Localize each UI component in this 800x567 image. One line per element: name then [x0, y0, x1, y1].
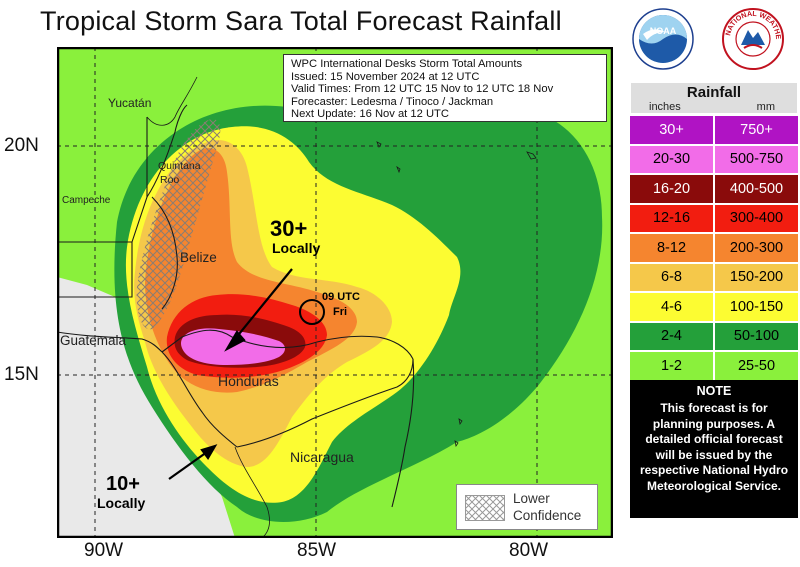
legend-row: 8-12 200-300	[630, 234, 798, 262]
legend-cell-mm: 400-500	[715, 175, 798, 203]
legend-rows: 30+ 750+ 20-30 500-750 16-20 400-500 12-16 300-…	[630, 116, 798, 380]
legend-row: 6-8 150-200	[630, 263, 798, 291]
label-belize: Belize	[180, 250, 217, 265]
legend-row: 2-4 50-100	[630, 322, 798, 350]
lon-label-85w: 85W	[297, 540, 337, 561]
legend-cell-mm: 25-50	[715, 352, 798, 380]
legend-unit-inches: inches	[649, 101, 681, 113]
info-line-2: Issued: 15 November 2024 at 12 UTC	[291, 70, 480, 83]
legend-cell-inches: 20-30	[630, 145, 713, 173]
label-quintana-roo-2: Roo	[160, 174, 180, 186]
legend-cell-mm: 200-300	[715, 234, 798, 262]
legend-cell-mm: 750+	[715, 116, 798, 144]
graticule	[57, 47, 613, 538]
map-frame	[57, 47, 613, 538]
legend-row: 16-20 400-500	[630, 175, 798, 203]
lon-label-80w: 80W	[509, 540, 549, 561]
locally-30-value: 30+	[270, 216, 308, 241]
forecast-info-box: WPC International Desks Storm Total Amou…	[283, 54, 607, 122]
lat-label-20n: 20N	[4, 135, 39, 156]
legend-title: Rainfall	[686, 84, 742, 101]
info-line-1: WPC International Desks Storm Total Amou…	[291, 58, 523, 70]
legend-cell-inches: 12-16	[630, 204, 713, 232]
legend-cell-inches: 30+	[630, 116, 713, 144]
rainfall-map	[57, 47, 613, 538]
legend-row: 20-30 500-750	[630, 145, 798, 173]
legend-cell-mm: 500-750	[715, 145, 798, 173]
legend-row: 4-6 100-150	[630, 293, 798, 321]
position-day: Fri	[333, 306, 348, 318]
legend-header: Rainfall inches mm	[630, 82, 798, 114]
legend-row: 30+ 750+	[630, 116, 798, 144]
note-box: NOTE This forecast is for planning purpo…	[630, 380, 798, 518]
legend-cell-mm: 50-100	[715, 322, 798, 350]
confidence-line-1: Lower	[513, 491, 550, 506]
label-quintana-roo-1: Quintana	[158, 160, 201, 172]
lower-confidence-legend: Lower Confidence	[456, 484, 598, 530]
lower-confidence-area	[136, 119, 221, 330]
noaa-logo: NOAA	[632, 8, 694, 70]
info-line-4: Forecaster: Ledesma / Tinoco / Jackman	[291, 95, 494, 108]
legend-row: 12-16 300-400	[630, 204, 798, 232]
note-body: This forecast is for planning purposes. …	[639, 401, 789, 493]
locally-30-word: Locally	[272, 240, 321, 256]
label-yucatan: Yucatán	[108, 96, 152, 110]
label-honduras: Honduras	[218, 373, 279, 389]
rainfall-legend: Rainfall inches mm 30+ 750+ 20-30 500-750 16…	[630, 82, 798, 380]
label-nicaragua: Nicaragua	[290, 449, 354, 465]
annotation-arrows	[168, 268, 293, 480]
lat-label-15n: 15N	[4, 364, 39, 385]
hatch-swatch	[465, 495, 505, 521]
locally-10-value: 10+	[106, 473, 140, 495]
legend-cell-inches: 6-8	[630, 263, 713, 291]
map-title: Tropical Storm Sara Total Forecast Rainf…	[40, 6, 562, 36]
lon-label-90w: 90W	[84, 540, 124, 561]
legend-cell-mm: 300-400	[715, 204, 798, 232]
legend-cell-inches: 1-2	[630, 352, 713, 380]
label-campeche: Campeche	[62, 195, 111, 206]
legend-cell-inches: 4-6	[630, 293, 713, 321]
legend-cell-inches: 2-4	[630, 322, 713, 350]
note-title: NOTE	[696, 384, 732, 398]
country-borders	[57, 104, 415, 508]
legend-cell-mm: 150-200	[715, 263, 798, 291]
legend-cell-inches: 16-20	[630, 175, 713, 203]
confidence-line-2: Confidence	[513, 508, 582, 523]
info-line-5: Next Update: 16 Nov at 12 UTC	[291, 108, 449, 121]
position-time: 09 UTC	[322, 291, 360, 303]
legend-row: 1-2 25-50	[630, 352, 798, 380]
info-line-3: Valid Times: From 12 UTC 15 Nov to 12 UT…	[291, 83, 554, 96]
nws-logo: NATIONAL WEATHER SERVICE	[719, 1, 784, 70]
legend-cell-inches: 8-12	[630, 234, 713, 262]
label-guatemala: Guatemala	[60, 333, 127, 348]
storm-position-marker	[299, 299, 325, 325]
noaa-logo-text: NOAA	[650, 26, 677, 36]
locally-10-word: Locally	[97, 495, 146, 511]
legend-unit-mm: mm	[756, 101, 775, 113]
legend-cell-mm: 100-150	[715, 293, 798, 321]
